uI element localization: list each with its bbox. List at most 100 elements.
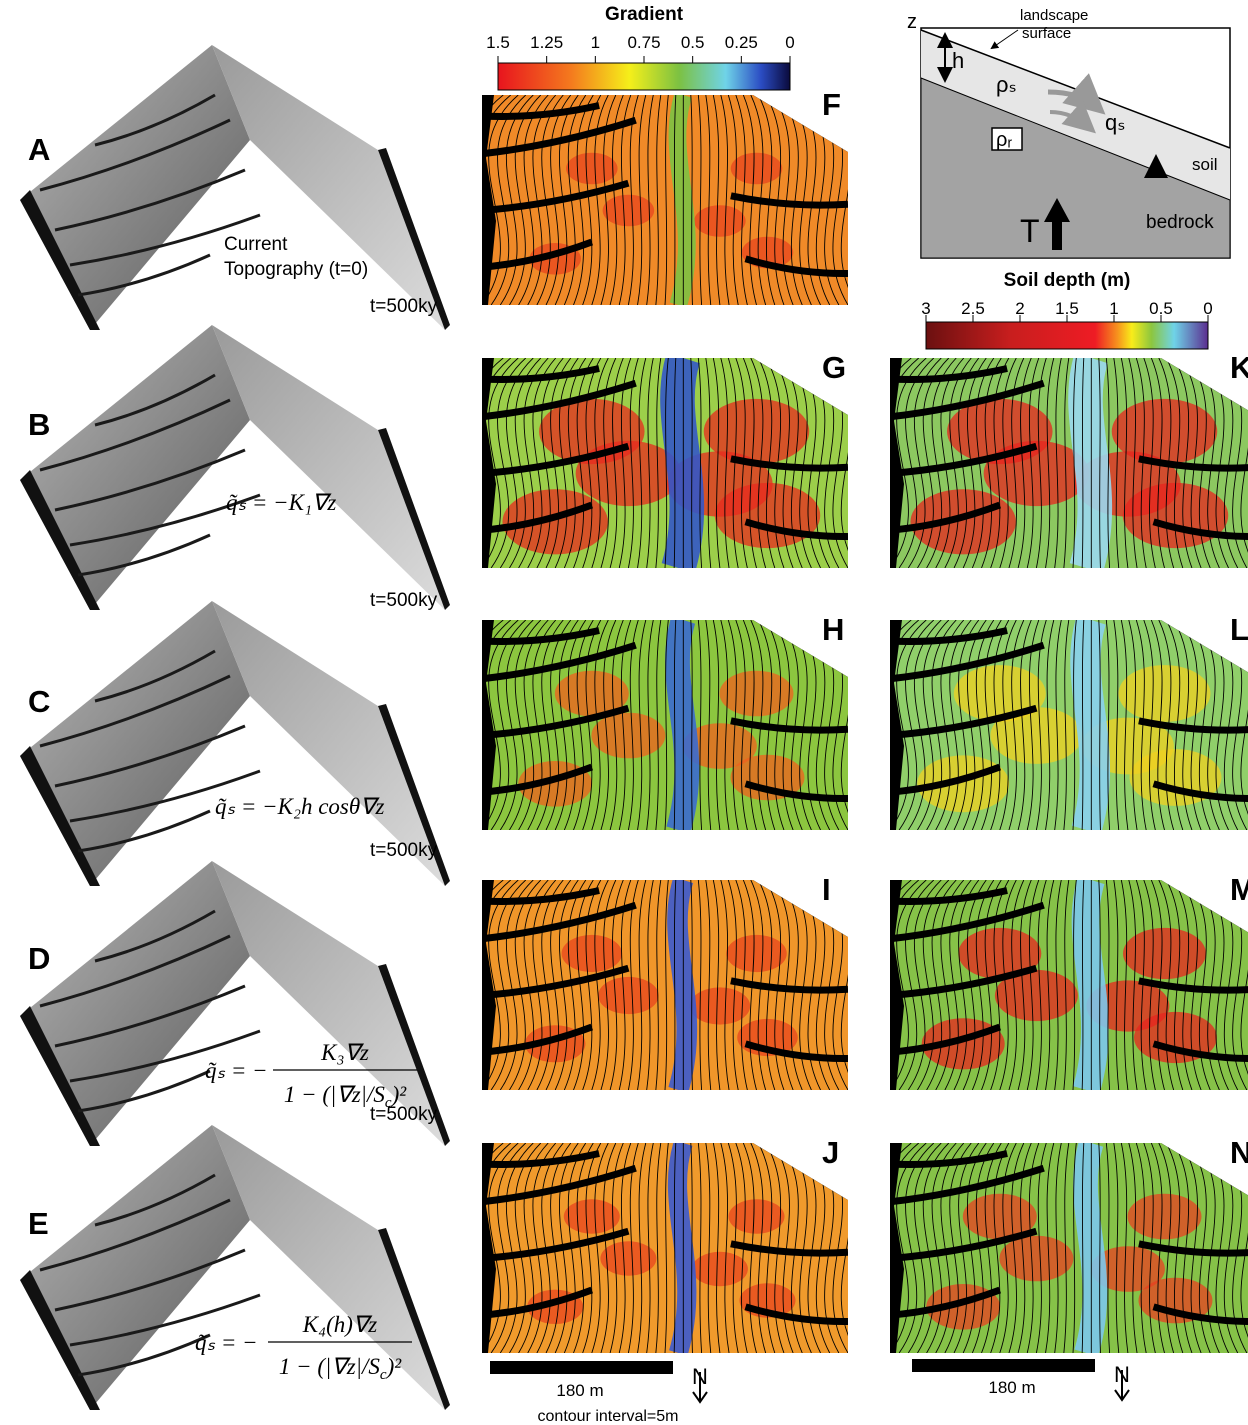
colorbar-tick-label: 0.25 xyxy=(725,33,758,52)
surface-right-face xyxy=(212,45,445,330)
map xyxy=(464,620,876,830)
map-divide xyxy=(1085,880,1094,1090)
time-label: t=500ky xyxy=(370,590,438,611)
scale-bar xyxy=(490,1361,673,1374)
scale-bars: 180 m 180 m contour interval=5m N N xyxy=(490,1359,1130,1425)
time-label: t=500ky xyxy=(370,296,438,317)
map-body xyxy=(872,1143,1248,1353)
map-hotspot xyxy=(564,1199,620,1233)
map xyxy=(872,880,1248,1090)
map-body xyxy=(464,1143,876,1353)
map-body xyxy=(464,620,876,830)
map-body xyxy=(872,358,1248,568)
map-body xyxy=(464,95,876,305)
panel-label: J xyxy=(822,1135,839,1170)
colorbar xyxy=(926,322,1208,349)
surface-right-face xyxy=(212,325,445,610)
panel-label: B xyxy=(28,407,50,442)
map-divide xyxy=(677,95,686,305)
schematic: z landscape surface h ρₛ qₛ ρᵣ soil bedr… xyxy=(907,7,1230,258)
z-label: z xyxy=(907,11,917,33)
scale-label: 180 m xyxy=(556,1381,603,1400)
panel-label: L xyxy=(1230,612,1248,647)
map xyxy=(872,358,1248,568)
map xyxy=(464,95,876,305)
colorbar-title: Gradient xyxy=(605,4,684,25)
scale-label: 180 m xyxy=(988,1378,1035,1397)
colorbar-tick-label: 0.75 xyxy=(627,33,660,52)
panel-label: M xyxy=(1230,872,1248,907)
denominator-part: 1 − (|∇z|/S xyxy=(279,1354,381,1379)
map-body xyxy=(872,880,1248,1090)
colorbar-tick-label: 1.25 xyxy=(530,33,563,52)
T-label: T xyxy=(1020,213,1040,249)
map-divide xyxy=(1085,358,1094,568)
panel-label: D xyxy=(28,941,50,976)
h-label: h xyxy=(952,48,964,73)
equation: q̃ₛ = −K₂h cosθ∇z xyxy=(215,794,385,819)
panel-label: E xyxy=(28,1206,49,1241)
contour-note: contour interval=5m xyxy=(538,1408,679,1425)
map xyxy=(872,1143,1248,1353)
denominator-part: )² xyxy=(385,1354,403,1379)
colorbar xyxy=(498,63,790,90)
surface-panel xyxy=(20,325,450,610)
map-hotspot xyxy=(591,713,665,759)
map-hotspot xyxy=(999,1236,1073,1282)
equation-denominator: 1 − (|∇z|/Sc)² xyxy=(279,1354,402,1383)
figure: z landscape surface h ρₛ qₛ ρᵣ soil bedr… xyxy=(0,0,1248,1425)
time-label: t=500ky xyxy=(370,840,438,861)
map-hotspot xyxy=(600,1241,656,1275)
map-hotspot xyxy=(729,1199,785,1233)
panel-label: K xyxy=(1230,350,1248,385)
surface-label: surface xyxy=(1022,25,1071,42)
map-divide xyxy=(677,620,686,830)
panel-label: C xyxy=(28,684,50,719)
surface-label: landscape xyxy=(1020,7,1088,24)
equation-lhs: q̃ₛ = − xyxy=(195,1330,258,1355)
map-body xyxy=(464,358,876,568)
map xyxy=(464,358,876,568)
map-hotspot xyxy=(690,987,751,1024)
map-divide xyxy=(677,880,686,1090)
map xyxy=(464,1143,876,1353)
panel-label: H xyxy=(822,612,844,647)
scale-bar xyxy=(912,1359,1095,1372)
map-divide xyxy=(1085,1143,1094,1353)
map-hotspot xyxy=(720,671,794,717)
bedrock-label: bedrock xyxy=(1146,212,1214,233)
map-hotspot xyxy=(910,489,1016,554)
surface-caption: Current xyxy=(224,234,288,255)
equation-numerator: K₃∇z xyxy=(320,1040,369,1065)
map-divide xyxy=(677,358,686,568)
map-divide xyxy=(677,1143,686,1353)
map-hotspot xyxy=(1128,1194,1202,1240)
map-hotspot xyxy=(694,205,746,237)
rho-r-label: ρᵣ xyxy=(996,129,1012,151)
equation-numerator: K₄(h)∇z xyxy=(302,1312,378,1337)
colorbar-tick-label: 0.5 xyxy=(681,33,705,52)
map-divide xyxy=(1085,620,1094,830)
colorbar-tick-label: 1.5 xyxy=(486,33,510,52)
map-body xyxy=(872,620,1248,830)
q-s-label: qₛ xyxy=(1105,110,1125,135)
panel-label: I xyxy=(822,872,831,907)
map xyxy=(464,880,876,1090)
map-hotspot xyxy=(502,489,608,554)
panel-label: G xyxy=(822,350,846,385)
equation-lhs: q̃ₛ = − xyxy=(205,1058,268,1083)
map-hotspot xyxy=(731,153,783,185)
equation: q̃ₛ = −K₁∇z xyxy=(226,490,336,515)
map-hotspot xyxy=(566,153,618,185)
map-hotspot xyxy=(603,195,655,227)
rho-s-label: ρₛ xyxy=(996,72,1017,97)
panel-label: A xyxy=(28,132,50,167)
panel-label: F xyxy=(822,87,841,122)
surface-caption: Topography (t=0) xyxy=(224,259,368,280)
map xyxy=(872,620,1248,830)
map-body xyxy=(464,880,876,1090)
colorbar-title: Soil depth (m) xyxy=(1004,270,1131,291)
colorbar-tick-label: 0 xyxy=(785,33,794,52)
panel-label: N xyxy=(1230,1135,1248,1170)
colorbar-tick-label: 1 xyxy=(591,33,600,52)
